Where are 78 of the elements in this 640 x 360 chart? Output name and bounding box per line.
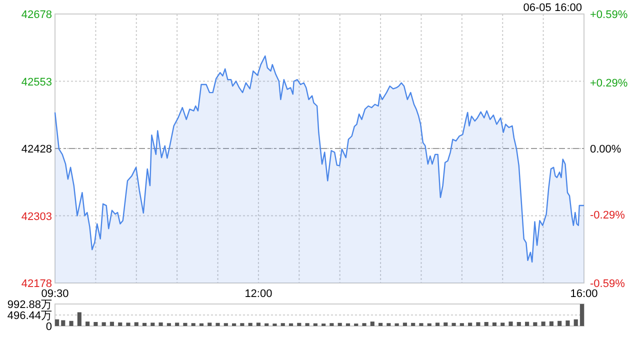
x-tick-label: 16:00 bbox=[570, 288, 598, 300]
bar bbox=[126, 322, 130, 326]
bar bbox=[427, 323, 432, 326]
bar bbox=[452, 322, 456, 326]
bar bbox=[338, 322, 342, 326]
bar bbox=[134, 322, 138, 326]
bar bbox=[183, 322, 188, 326]
bar bbox=[574, 319, 578, 326]
bar bbox=[378, 322, 383, 326]
bar bbox=[110, 322, 114, 326]
bar bbox=[280, 323, 285, 326]
bar bbox=[402, 322, 407, 326]
bar bbox=[264, 323, 269, 326]
bar bbox=[305, 323, 310, 326]
bar bbox=[330, 323, 334, 326]
y-tick-label: 0 bbox=[46, 321, 52, 333]
bar bbox=[346, 323, 350, 326]
y2-tick-label: 0.00% bbox=[590, 144, 622, 156]
bar bbox=[541, 322, 546, 326]
bar bbox=[142, 322, 147, 326]
x-tick-label: 12:00 bbox=[244, 288, 272, 300]
bar bbox=[362, 323, 366, 326]
bar bbox=[411, 322, 416, 326]
bar bbox=[419, 323, 424, 326]
y2-tick-label: -0.59% bbox=[590, 278, 626, 290]
bar bbox=[199, 323, 204, 326]
bar bbox=[208, 322, 212, 326]
bar bbox=[288, 323, 294, 326]
bar bbox=[297, 322, 302, 326]
y2-tick-label: +0.59% bbox=[590, 9, 628, 21]
x-tick-label: 09:30 bbox=[41, 288, 69, 300]
y-tick-label: 992.88万 bbox=[7, 299, 52, 311]
bar bbox=[158, 322, 163, 326]
bar bbox=[61, 320, 66, 326]
bar bbox=[508, 322, 513, 326]
y-tick-label: 496.44万 bbox=[7, 310, 52, 322]
bar bbox=[256, 322, 260, 326]
bar bbox=[313, 323, 318, 326]
bar bbox=[102, 322, 106, 326]
y-tick-label: 42303 bbox=[21, 210, 52, 223]
bar bbox=[69, 320, 74, 326]
bar bbox=[216, 322, 220, 326]
bar bbox=[533, 322, 538, 326]
bar bbox=[386, 323, 391, 326]
bar bbox=[500, 322, 505, 326]
bar bbox=[191, 323, 196, 326]
bar bbox=[558, 320, 562, 326]
y-tick-label: 42678 bbox=[21, 9, 52, 21]
bar bbox=[492, 322, 497, 326]
bar bbox=[444, 322, 448, 326]
y-tick-label: 42553 bbox=[21, 76, 52, 88]
bar bbox=[549, 321, 554, 326]
bar bbox=[394, 323, 399, 326]
bar bbox=[566, 320, 570, 326]
annotation: 06-05 16:00 bbox=[523, 2, 582, 14]
bar bbox=[370, 322, 374, 326]
bar bbox=[166, 323, 171, 326]
bar bbox=[248, 322, 252, 326]
bar bbox=[224, 323, 228, 326]
bar bbox=[232, 323, 236, 326]
bar bbox=[468, 322, 472, 326]
bar bbox=[240, 323, 244, 326]
bar bbox=[476, 322, 480, 326]
bar bbox=[150, 322, 155, 326]
bar bbox=[77, 312, 82, 326]
y-tick-label: 42428 bbox=[21, 144, 52, 156]
y-tick-label: 42178 bbox=[21, 278, 52, 290]
bar bbox=[516, 322, 521, 326]
bar bbox=[524, 322, 530, 326]
y2-tick-label: +0.29% bbox=[590, 77, 628, 90]
bar bbox=[435, 322, 440, 326]
bar bbox=[86, 322, 90, 326]
bar bbox=[175, 322, 180, 326]
bar bbox=[118, 322, 122, 326]
bar bbox=[94, 322, 98, 326]
bar bbox=[460, 323, 464, 326]
y2-tick-label: -0.29% bbox=[590, 210, 626, 222]
bar bbox=[484, 322, 488, 326]
